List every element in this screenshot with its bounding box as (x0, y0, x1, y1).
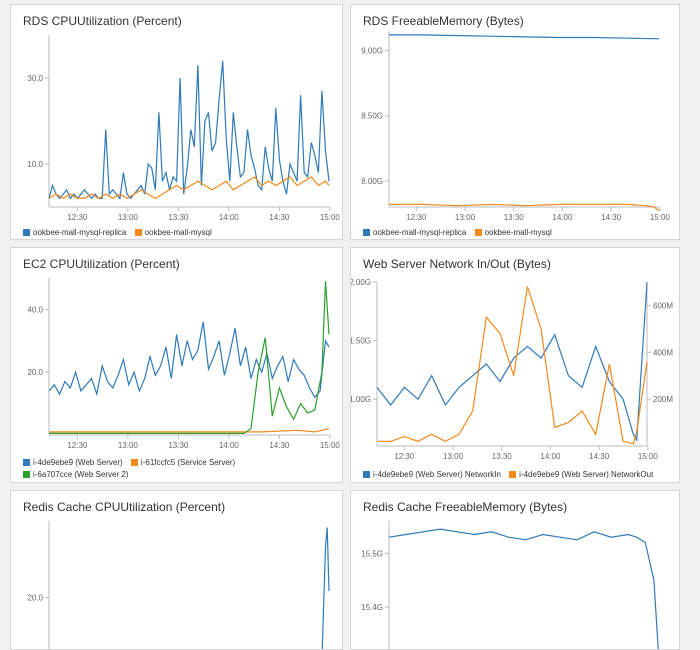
chart-web-network: 1.00G 1.50G 2.00G 200M 400M 600M 12:30 13:00 13:… (351, 278, 673, 461)
x-tick-label: 14:00 (219, 441, 240, 450)
series-line-1 (48, 176, 330, 200)
x-tick-label: 14:00 (540, 452, 561, 461)
x-tick-label: 12:30 (67, 213, 88, 222)
series-line-0 (321, 527, 330, 649)
x-tick-label: 14:30 (269, 441, 290, 450)
series-line-0 (48, 60, 330, 200)
y-tick-label: 8.00G (361, 177, 383, 186)
y-tick-label: 8.50G (361, 112, 383, 121)
panel-web-network: Web Server Network In/Out (Bytes) 1.00G 1… (350, 247, 680, 483)
legend-item[interactable]: i-6a707cce (Web Server 2) (23, 469, 128, 481)
x-tick-label: 13:30 (168, 441, 189, 450)
chart-rds-cpu: 10.0 30.0 12:30 13:00 13:30 14:00 14:30 15:00 (27, 35, 341, 222)
x-tick-label: 14:30 (589, 452, 610, 461)
chart-title: Redis Cache FreeableMemory (Bytes) (363, 500, 568, 514)
y2-tick-label: 400M (653, 348, 673, 357)
y2-tick-label: 600M (653, 301, 673, 310)
legend-label: i-6a707cce (Web Server 2) (33, 470, 129, 479)
x-tick-label: 15:00 (650, 213, 671, 222)
panel-ec2-cpu: EC2 CPUUtilization (Percent) 20.0 40.0 12:… (10, 247, 343, 483)
x-tick-label: 13:30 (504, 213, 525, 222)
chart-ec2-cpu: 20.0 40.0 12:30 13:00 13:30 14:00 14:30 15:00 (27, 278, 341, 450)
legend-item[interactable]: ookbee-mall-mysql (474, 227, 552, 239)
y-tick-label: 30.0 (27, 74, 43, 83)
x-tick-label: 13:00 (455, 213, 476, 222)
legend: i-4de9ebe9 (Web Server) NetworkIn i-4de9… (363, 469, 659, 481)
series-line-1 (389, 203, 660, 212)
series-line-1 (49, 428, 330, 433)
legend-item[interactable]: i-4de9ebe9 (Web Server) NetworkIn (363, 469, 501, 481)
panel-rds-cpu: RDS CPUUtilization (Percent) 10.0 30.0 12:… (10, 4, 343, 240)
chart-redis-cpu: 10.020.0 (27, 521, 330, 649)
chart-title: Redis Cache CPUUtilization (Percent) (23, 500, 226, 514)
legend-item[interactable]: ookbee-mall-mysql-replica (23, 227, 126, 239)
legend-item[interactable]: i-4de9ebe9 (Web Server) NetworkOut (509, 469, 653, 481)
chart-title: RDS CPUUtilization (Percent) (23, 14, 182, 28)
series-line-1 (377, 286, 648, 445)
legend-label: ookbee-mall-mysql (144, 228, 212, 237)
legend-label: ookbee-mall-mysql (484, 228, 552, 237)
chart-title: Web Server Network In/Out (Bytes) (363, 257, 551, 271)
y2-tick-label: 200M (653, 395, 673, 404)
legend-label: ookbee-mall-mysql-replica (373, 228, 467, 237)
y-tick-label: 20.0 (27, 368, 43, 377)
y-tick-label: 15.5G (361, 549, 383, 558)
panel-redis-cpu: Redis Cache CPUUtilization (Percent) 10.… (10, 490, 343, 650)
y-tick-label: 9.00G (361, 47, 383, 56)
chart-redis-memory: 15.4G 15.5G (361, 521, 659, 649)
panel-redis-memory: Redis Cache FreeableMemory (Bytes) 15.4G… (350, 490, 680, 650)
legend: ookbee-mall-mysql-replica ookbee-mall-my… (23, 227, 218, 239)
series-line-0 (48, 321, 330, 399)
x-tick-label: 13:00 (118, 441, 139, 450)
x-tick-label: 12:30 (67, 441, 88, 450)
panel-rds-memory: RDS FreeableMemory (Bytes) 8.00G 8.50G 9.0… (350, 4, 680, 240)
x-tick-label: 13:00 (443, 452, 464, 461)
legend-label: ookbee-mall-mysql-replica (33, 228, 127, 237)
series-line-0 (388, 528, 659, 649)
series-line-0 (389, 34, 660, 40)
y-tick-label: 1.50G (351, 337, 371, 346)
legend-label: i-4de9ebe9 (Web Server) (33, 458, 123, 467)
legend-item[interactable]: i-4de9ebe9 (Web Server) (23, 457, 123, 469)
x-tick-label: 15:00 (638, 452, 659, 461)
y-tick-label: 10.0 (27, 160, 43, 169)
x-tick-label: 14:30 (269, 213, 290, 222)
y-tick-label: 20.0 (27, 593, 43, 602)
x-tick-label: 14:00 (219, 213, 240, 222)
x-tick-label: 13:30 (492, 452, 513, 461)
series-line-0 (376, 281, 648, 443)
x-tick-label: 13:00 (118, 213, 139, 222)
y-tick-label: 2.00G (351, 278, 371, 287)
y-tick-label: 40.0 (27, 305, 43, 314)
x-tick-label: 15:00 (320, 213, 341, 222)
x-tick-label: 14:00 (552, 213, 573, 222)
chart-title: RDS FreeableMemory (Bytes) (363, 14, 524, 28)
legend-label: i-61fccfc5 (Service Server) (140, 458, 236, 467)
x-tick-label: 12:30 (394, 452, 415, 461)
x-tick-label: 15:00 (320, 441, 341, 450)
legend-item[interactable]: ookbee-mall-mysql-replica (363, 227, 466, 239)
x-tick-label: 14:30 (601, 213, 622, 222)
legend: i-4de9ebe9 (Web Server) i-61fccfc5 (Serv… (23, 457, 241, 481)
legend-item[interactable]: ookbee-mall-mysql (134, 227, 212, 239)
chart-rds-memory: 8.00G 8.50G 9.00G 12:30 13:00 13:30 14:00 14:30… (361, 31, 671, 222)
x-tick-label: 12:30 (406, 213, 427, 222)
legend-label: i-4de9ebe9 (Web Server) NetworkIn (373, 470, 501, 479)
y-tick-label: 1.00G (351, 395, 371, 404)
y-tick-label: 15.4G (361, 603, 383, 612)
x-tick-label: 13:30 (168, 213, 189, 222)
series-line-2 (49, 281, 330, 434)
legend-label: i-4de9ebe9 (Web Server) NetworkOut (519, 470, 654, 479)
chart-title: EC2 CPUUtilization (Percent) (23, 257, 180, 271)
legend-item[interactable]: i-61fccfc5 (Service Server) (130, 457, 236, 469)
legend: ookbee-mall-mysql-replica ookbee-mall-my… (363, 227, 558, 239)
